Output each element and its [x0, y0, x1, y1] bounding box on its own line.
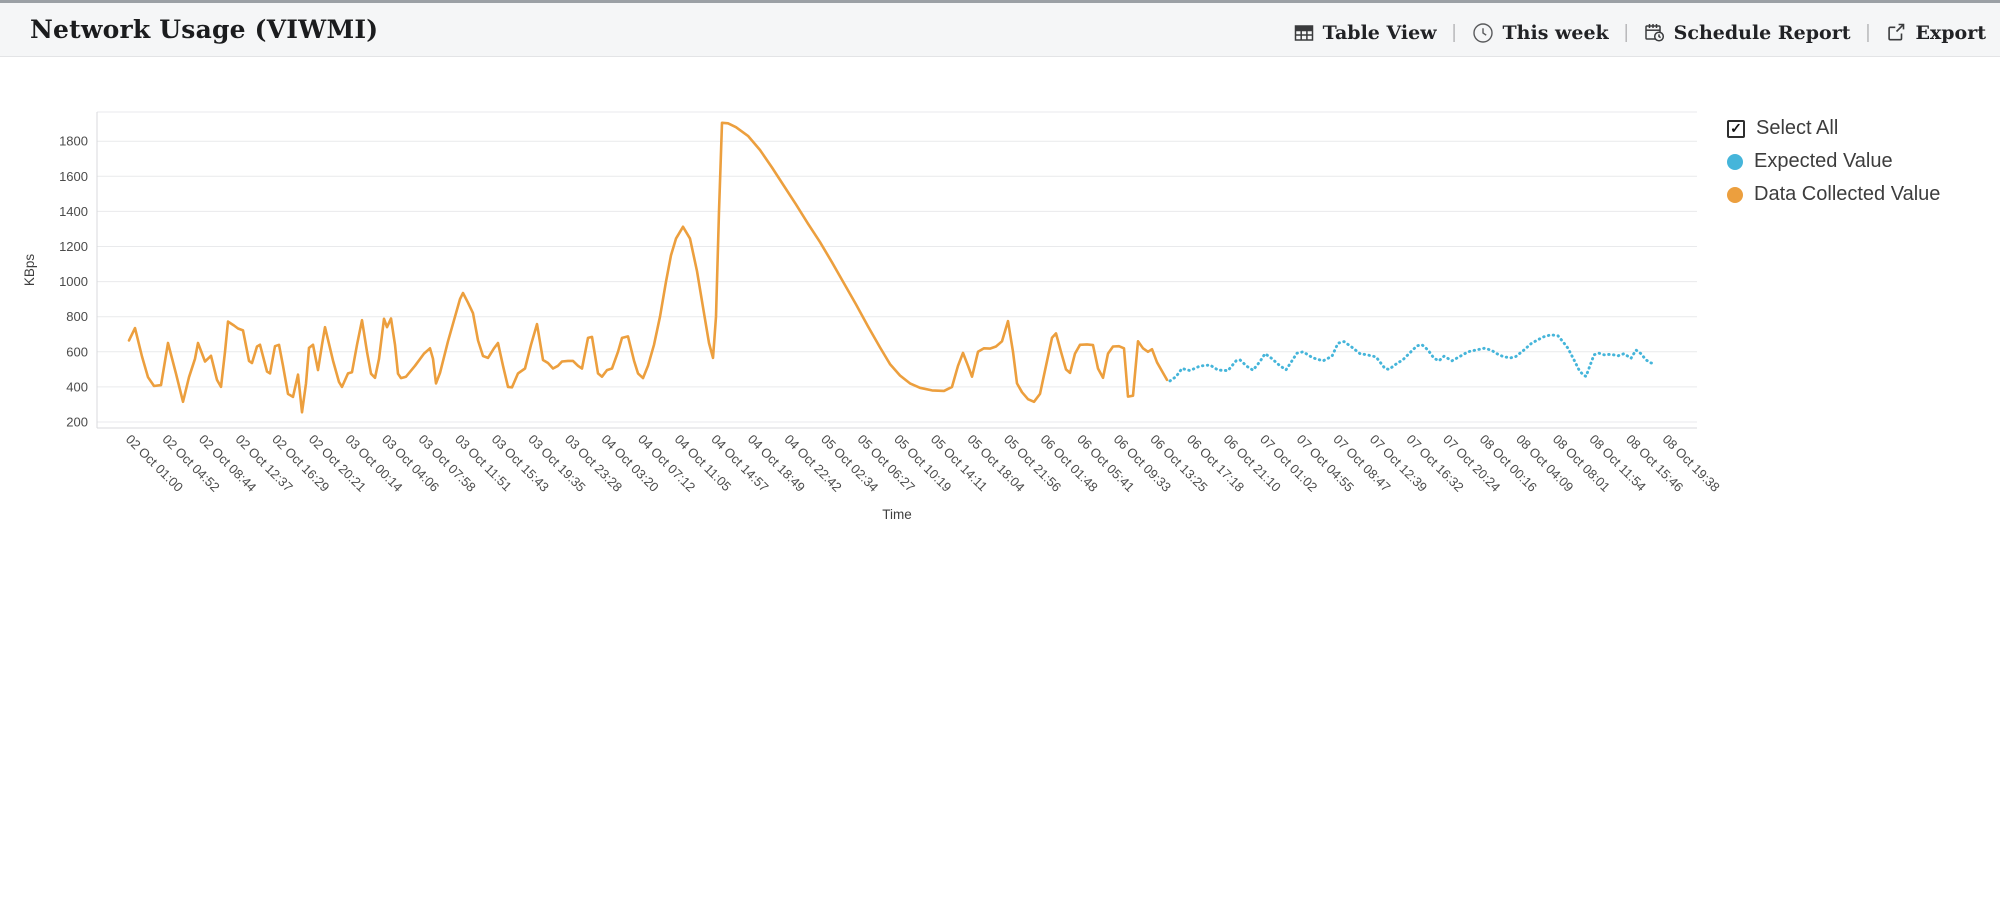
chart-legend: ✓ Select All Expected Value Data Collect… — [1727, 117, 1940, 206]
data-collected-value-swatch — [1727, 186, 1743, 203]
y-tick-label: 600 — [66, 344, 88, 359]
legend-item-data-collected-value[interactable]: Data Collected Value — [1727, 183, 1940, 206]
toolbar-separator: | — [1865, 21, 1871, 43]
table-view-button[interactable]: Table View — [1294, 22, 1437, 44]
header: Network Usage (VIWMI) Table View | — [0, 0, 2000, 57]
y-tick-label: 1400 — [59, 204, 88, 219]
schedule-report-button[interactable]: Schedule Report — [1644, 22, 1851, 44]
y-tick-label: 1200 — [59, 239, 88, 254]
y-tick-label: 800 — [66, 309, 88, 324]
y-tick-label: 200 — [66, 415, 88, 430]
clock-icon — [1472, 22, 1494, 44]
expected-value-swatch — [1727, 153, 1743, 170]
calendar-clock-icon — [1644, 22, 1665, 43]
data-collected-series[interactable] — [127, 121, 1169, 414]
toolbar: Table View | This week | — [1294, 6, 1986, 59]
y-tick-label: 1800 — [59, 134, 88, 149]
checkbox-checked-icon[interactable]: ✓ — [1727, 119, 1745, 138]
select-all-label: Select All — [1756, 117, 1839, 139]
legend-item-expected-value[interactable]: Expected Value — [1727, 150, 1940, 173]
expected-value-label: Expected Value — [1754, 150, 1893, 172]
this-week-label: This week — [1502, 21, 1609, 44]
y-tick-label: 1600 — [59, 169, 88, 184]
page-title: Network Usage (VIWMI) — [30, 15, 379, 44]
this-week-button[interactable]: This week — [1472, 22, 1609, 44]
expected-value-series[interactable] — [1168, 333, 1657, 383]
toolbar-separator: | — [1623, 21, 1629, 43]
table-icon — [1294, 23, 1314, 43]
export-icon — [1885, 22, 1906, 43]
data-collected-value-label: Data Collected Value — [1754, 183, 1941, 205]
x-axis-title: Time — [882, 507, 912, 522]
schedule-report-label: Schedule Report — [1673, 21, 1851, 44]
toolbar-separator: | — [1451, 21, 1457, 43]
y-axis-title: KBps — [22, 254, 37, 287]
export-button[interactable]: Export — [1885, 22, 1986, 44]
y-tick-label: 400 — [66, 379, 88, 394]
select-all-row[interactable]: ✓ Select All — [1727, 117, 1940, 140]
table-view-label: Table View — [1322, 21, 1437, 44]
y-tick-label: 1000 — [59, 274, 88, 289]
export-label: Export — [1915, 21, 1986, 44]
